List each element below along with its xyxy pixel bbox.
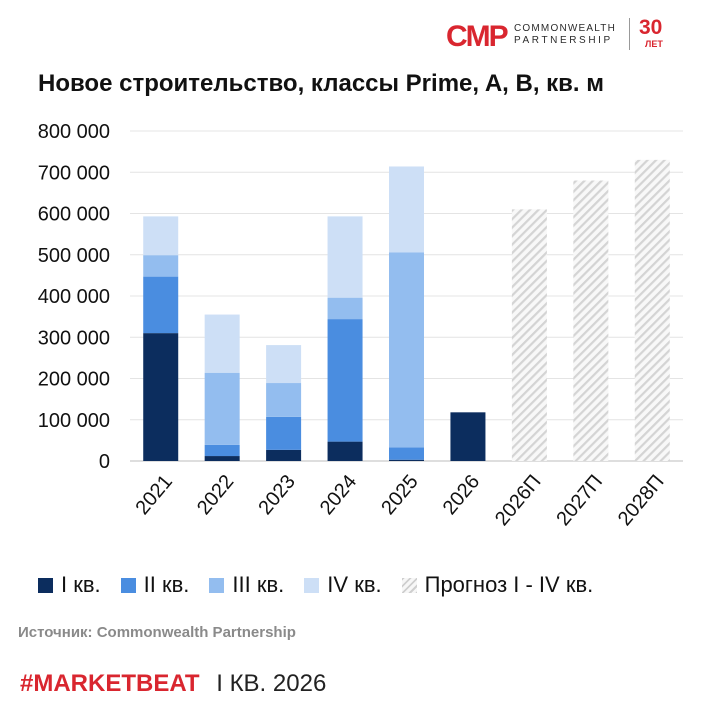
y-tick-label: 100 000	[38, 410, 110, 432]
x-tick-label: 2028П	[614, 471, 669, 530]
bar-segment-q2	[204, 444, 240, 457]
y-tick-label: 600 000	[38, 204, 110, 226]
source-note: Источник: Commonwealth Partnership	[18, 624, 296, 641]
legend-item-forecast: Прогноз I - IV кв.	[401, 572, 594, 598]
marketbeat-tag: #MARKETBEAT	[20, 670, 200, 697]
x-tick-label: 2026П	[491, 471, 546, 530]
logo-years-label: ЛЕТ	[645, 39, 663, 49]
logo-name-line2: PARTNERSHIP	[514, 35, 613, 46]
bar-segment-q4	[327, 216, 363, 298]
legend-label-q4: IV кв.	[327, 572, 382, 597]
bars	[143, 159, 670, 461]
legend-item-q4: IV кв.	[304, 572, 382, 598]
x-axis-ticks: 2021 2022 2023 2024 2025 2026 2026П 2027П 2028П	[132, 471, 669, 530]
bar-segment-q1	[266, 449, 302, 461]
x-tick-label: 2025	[377, 471, 422, 519]
bar-forecast	[634, 159, 670, 461]
bar-forecast	[511, 209, 547, 461]
legend-item-q1: I кв.	[38, 572, 101, 598]
logo-years: 30	[639, 16, 663, 39]
footer: #MARKETBEAT I КВ. 2026	[20, 670, 326, 698]
y-tick-label: 0	[99, 451, 110, 473]
legend-label-q2: II кв.	[143, 572, 190, 597]
bar-segment-q3	[327, 297, 363, 320]
bar-segment-q2	[266, 416, 302, 450]
company-logo: CMP COMMONWEALTH PARTNERSHIP 30 ЛЕТ	[446, 16, 676, 56]
bar-segment-q2	[143, 276, 179, 334]
y-axis-ticks: 0 100 000 200 000 300 000 400 000 500 000 600 …	[38, 121, 110, 473]
bar-segment-q1	[327, 441, 363, 461]
bar-segment-q1	[204, 456, 240, 461]
bar-segment-q2	[389, 447, 424, 460]
x-tick-label: 2027П	[552, 471, 607, 530]
legend-swatch-q4	[304, 577, 320, 593]
bar-segment-q1	[389, 459, 424, 461]
bar-segment-q2	[327, 319, 363, 442]
bar-segment-q3	[143, 255, 179, 277]
bar-segment-q4	[266, 345, 302, 384]
x-tick-label: 2023	[254, 471, 299, 519]
y-tick-label: 800 000	[38, 121, 110, 143]
logo-divider	[629, 18, 630, 50]
y-tick-label: 200 000	[38, 369, 110, 391]
legend-swatch-q3	[209, 577, 225, 593]
legend-swatch-q1	[38, 577, 53, 593]
legend-label-q1: I кв.	[61, 572, 101, 597]
bar-segment-q1	[450, 412, 486, 461]
chart-legend: I кв. II кв. III кв. IV кв. Прогноз I - …	[38, 572, 613, 598]
logo-name: COMMONWEALTH PARTNERSHIP	[514, 23, 616, 47]
y-tick-label: 400 000	[38, 286, 110, 308]
y-tick-label: 700 000	[38, 162, 110, 184]
y-tick-label: 500 000	[38, 245, 110, 267]
bar-segment-q3	[389, 252, 424, 448]
legend-item-q2: II кв.	[120, 572, 190, 598]
x-tick-label: 2022	[193, 471, 238, 519]
bar-segment-q3	[266, 383, 302, 417]
chart-title: Новое строительство, классы Prime, A, B,…	[38, 70, 605, 97]
legend-swatch-q2	[120, 577, 136, 593]
logo-mark: CMP	[446, 20, 509, 53]
legend-item-q3: III кв.	[209, 572, 284, 598]
bar-segment-q1	[143, 333, 179, 461]
bar-segment-q3	[204, 372, 240, 445]
stacked-bar-chart: 0 100 000 200 000 300 000 400 000 500 000 600 …	[38, 121, 683, 530]
legend-label-q3: III кв.	[232, 572, 285, 597]
logo-name-line1: COMMONWEALTH	[514, 23, 616, 34]
bar-segment-q4	[204, 314, 240, 373]
y-tick-label: 300 000	[38, 327, 110, 349]
legend-swatch-forecast	[401, 577, 417, 593]
bar-segment-q4	[143, 216, 179, 256]
x-tick-label: 2026	[439, 471, 484, 519]
x-tick-label: 2021	[132, 471, 177, 519]
bar-segment-q4	[389, 166, 424, 253]
x-tick-label: 2024	[316, 471, 361, 519]
report-quarter: I КВ. 2026	[216, 670, 327, 697]
legend-label-forecast: Прогноз I - IV кв.	[424, 572, 594, 597]
bar-forecast	[573, 180, 609, 461]
